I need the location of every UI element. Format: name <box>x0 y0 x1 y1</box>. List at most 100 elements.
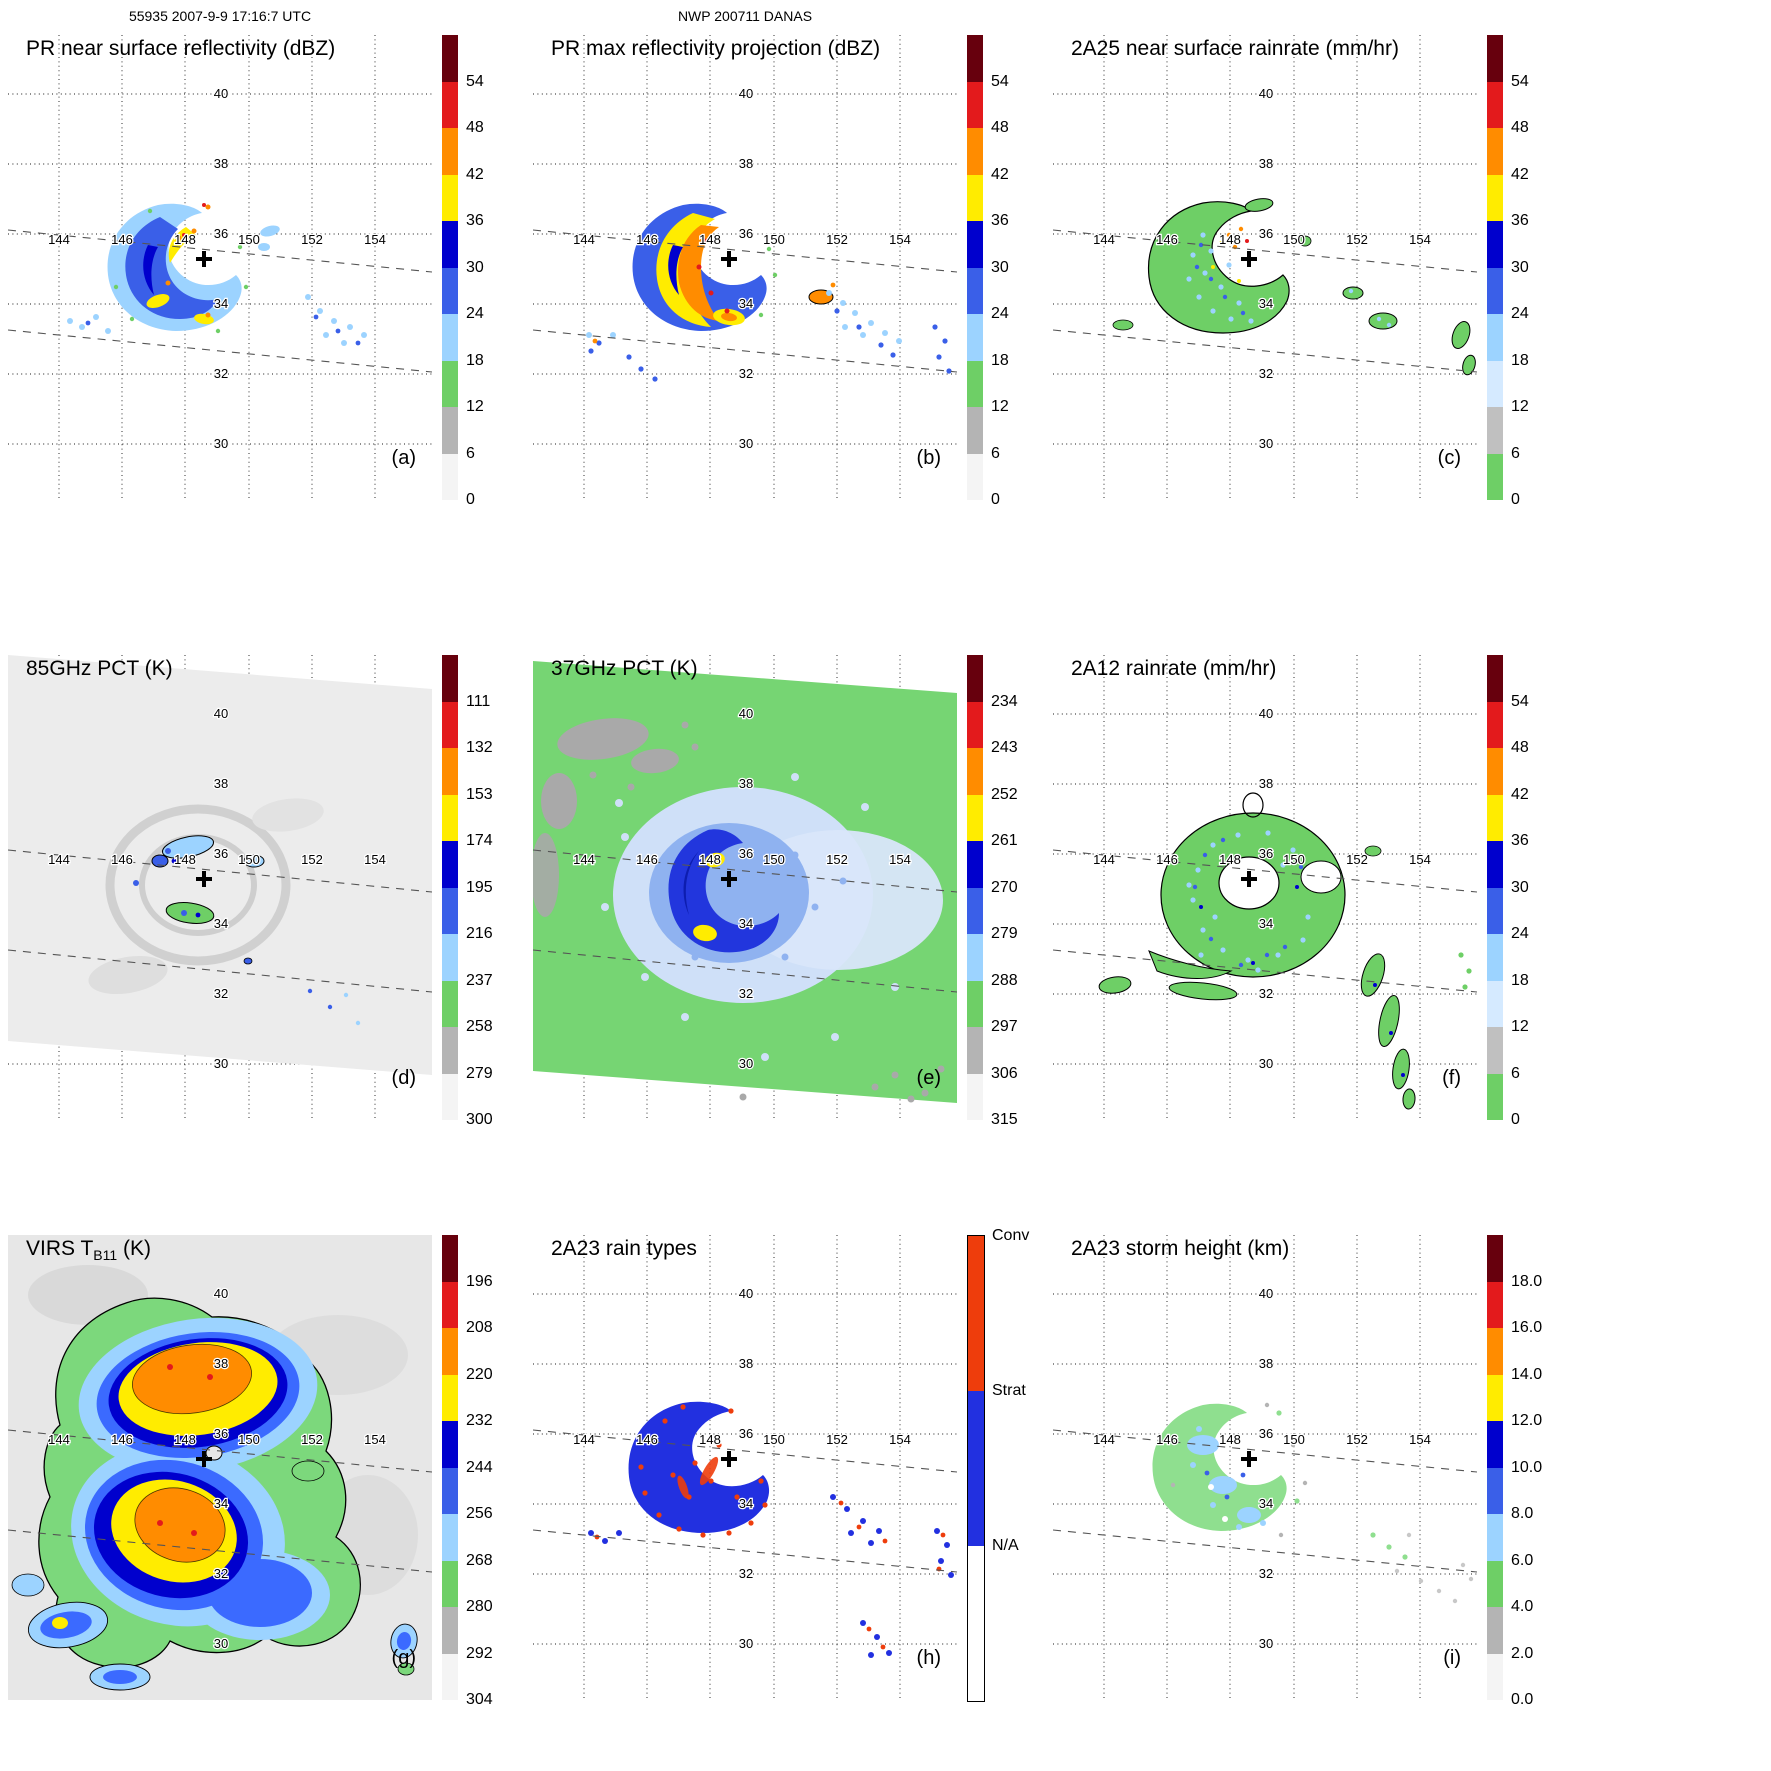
storm-data <box>588 1401 954 1658</box>
panel-letter-f: (f) <box>1442 1067 1461 1089</box>
colorbar-segment <box>1487 267 1503 314</box>
lon-label: 152 <box>301 232 323 247</box>
colorbar-tick-label: 48 <box>1511 739 1529 756</box>
lon-label: 150 <box>238 232 260 247</box>
lon-label: 154 <box>364 852 386 867</box>
storm-data <box>1112 198 1476 376</box>
lon-label: 154 <box>889 1432 911 1447</box>
storm-center-marker <box>1241 1451 1257 1467</box>
storm-center-marker <box>196 871 212 887</box>
colorbar-segment <box>1487 360 1503 407</box>
lon-label: 144 <box>1093 232 1115 247</box>
colorbar-tick-label: 208 <box>466 1319 493 1336</box>
swath-edge-lines <box>533 849 957 993</box>
colorbar-segment <box>1487 128 1503 175</box>
lat-label: 40 <box>1259 1286 1273 1301</box>
colorbar-segment <box>442 35 458 82</box>
colorbar-tick-label: 256 <box>466 1505 493 1522</box>
lat-label: 36 <box>214 846 228 861</box>
lat-label: 32 <box>739 986 753 1001</box>
colorbar-segment <box>967 887 983 934</box>
lat-label: 40 <box>739 706 753 721</box>
lon-label: 148 <box>174 1432 196 1447</box>
panel-title-text: 2A23 rain types <box>551 1237 697 1260</box>
panel-title-text: 2A23 storm height (km) <box>1071 1237 1290 1260</box>
panel-letter-c: (c) <box>1437 447 1461 469</box>
colorbar-g: 196 208 220 232 244 256 268 280 292 304 <box>442 1235 493 1708</box>
colorbar-segment <box>967 980 983 1027</box>
lat-label: 36 <box>739 1426 753 1441</box>
gridlines <box>533 35 957 500</box>
grid-labels: 144 146 148 150 152 154 40 38 36 34 32 30 <box>572 85 912 453</box>
colorbar-segment <box>442 841 458 888</box>
colorbar-tick-label: 6 <box>1511 1064 1520 1082</box>
lat-label: 38 <box>739 156 753 171</box>
swath-edge-lines <box>1053 229 1477 373</box>
lon-label: 150 <box>1283 232 1305 247</box>
colorbar-segment <box>1487 1607 1503 1654</box>
lat-label: 32 <box>1259 366 1273 381</box>
colorbar-segment <box>442 453 458 500</box>
colorbar-segment <box>1487 1514 1503 1561</box>
panel-title-text: 37GHz PCT (K) <box>551 657 698 680</box>
colorbar-segment <box>967 407 983 454</box>
colorbar-tick-label: 0 <box>1511 491 1520 508</box>
lat-label: 34 <box>739 916 753 931</box>
lon-label: 152 <box>301 1432 323 1447</box>
lat-label: 38 <box>214 776 228 791</box>
colorbar-segment <box>1487 1328 1503 1375</box>
colorbar-segment <box>442 1281 458 1328</box>
colorbar-segment <box>967 453 983 500</box>
colorbar-h: Conv Strat N/A <box>967 1227 1029 1702</box>
colorbar-segment <box>442 887 458 934</box>
lon-label: 148 <box>1219 232 1241 247</box>
colorbar-segment <box>442 1328 458 1375</box>
lon-label: 152 <box>826 1432 848 1447</box>
storm-data <box>533 661 957 1103</box>
colorbar-segment <box>1487 841 1503 888</box>
colorbar-tick-label: 14.0 <box>1511 1365 1543 1383</box>
colorbar-f: 54 48 42 36 30 24 18 12 6 0 <box>1487 655 1529 1128</box>
lat-label: 34 <box>1259 1496 1273 1511</box>
lat-label: 36 <box>1259 846 1273 861</box>
lon-label: 148 <box>1219 1432 1241 1447</box>
colorbar-tick-label: 243 <box>991 739 1018 756</box>
lat-label: 34 <box>214 296 228 311</box>
panel-letter-b: (b) <box>916 447 941 469</box>
lat-label: 34 <box>1259 296 1273 311</box>
lon-label: 152 <box>1346 1432 1368 1447</box>
colorbar-segment <box>967 221 983 268</box>
colorbar-tick-label: 6 <box>1511 444 1520 462</box>
panel-title-text: 85GHz PCT (K) <box>26 657 173 680</box>
colorbar-tick-label: 261 <box>991 832 1018 849</box>
panel-title-unit: (K) <box>117 1237 151 1260</box>
grid-labels: 144 146 148 150 152 154 40 38 36 34 32 30 <box>1092 1285 1432 1653</box>
lon-label: 152 <box>1346 852 1368 867</box>
colorbar-segment <box>442 1421 458 1468</box>
colorbar-segment <box>967 1027 983 1074</box>
colorbar-segment <box>967 701 983 748</box>
panel-title-f: 2A12 rainrate (mm/hr) <box>1071 657 1276 683</box>
lon-label: 150 <box>1283 1432 1305 1447</box>
panel-title-d: 85GHz PCT (K) <box>26 657 173 683</box>
lat-label: 30 <box>1259 1636 1273 1651</box>
grid-labels: 144 146 148 150 152 154 40 38 36 34 32 30 <box>47 705 387 1073</box>
colorbar-segment <box>442 81 458 128</box>
map-panel-e: 144 146 148 150 152 154 40 38 36 34 32 30 <box>533 655 957 1120</box>
colorbar-tick-label: 36 <box>991 212 1009 229</box>
colorbar-segment <box>442 1073 458 1120</box>
lat-label: 32 <box>214 366 228 381</box>
map-panel-d: 144 146 148 150 152 154 40 38 36 34 32 30 <box>8 655 432 1120</box>
colorbar-segment <box>1487 1027 1503 1074</box>
lat-label: 38 <box>1259 156 1273 171</box>
map-panel-c: 144 146 148 150 152 154 40 38 36 34 32 30 <box>1053 35 1477 500</box>
colorbar-segment <box>1487 221 1503 268</box>
storm-center-marker <box>721 871 737 887</box>
lat-label: 38 <box>214 1356 228 1371</box>
colorbar-segment <box>1487 453 1503 500</box>
colorbar-tick-label: 279 <box>991 925 1018 942</box>
colorbar-tick-label: 288 <box>991 971 1018 989</box>
colorbar-tick-label: 24 <box>1511 305 1529 322</box>
colorbar-segment <box>967 128 983 175</box>
colorbar-tick-label: 36 <box>1511 212 1529 229</box>
